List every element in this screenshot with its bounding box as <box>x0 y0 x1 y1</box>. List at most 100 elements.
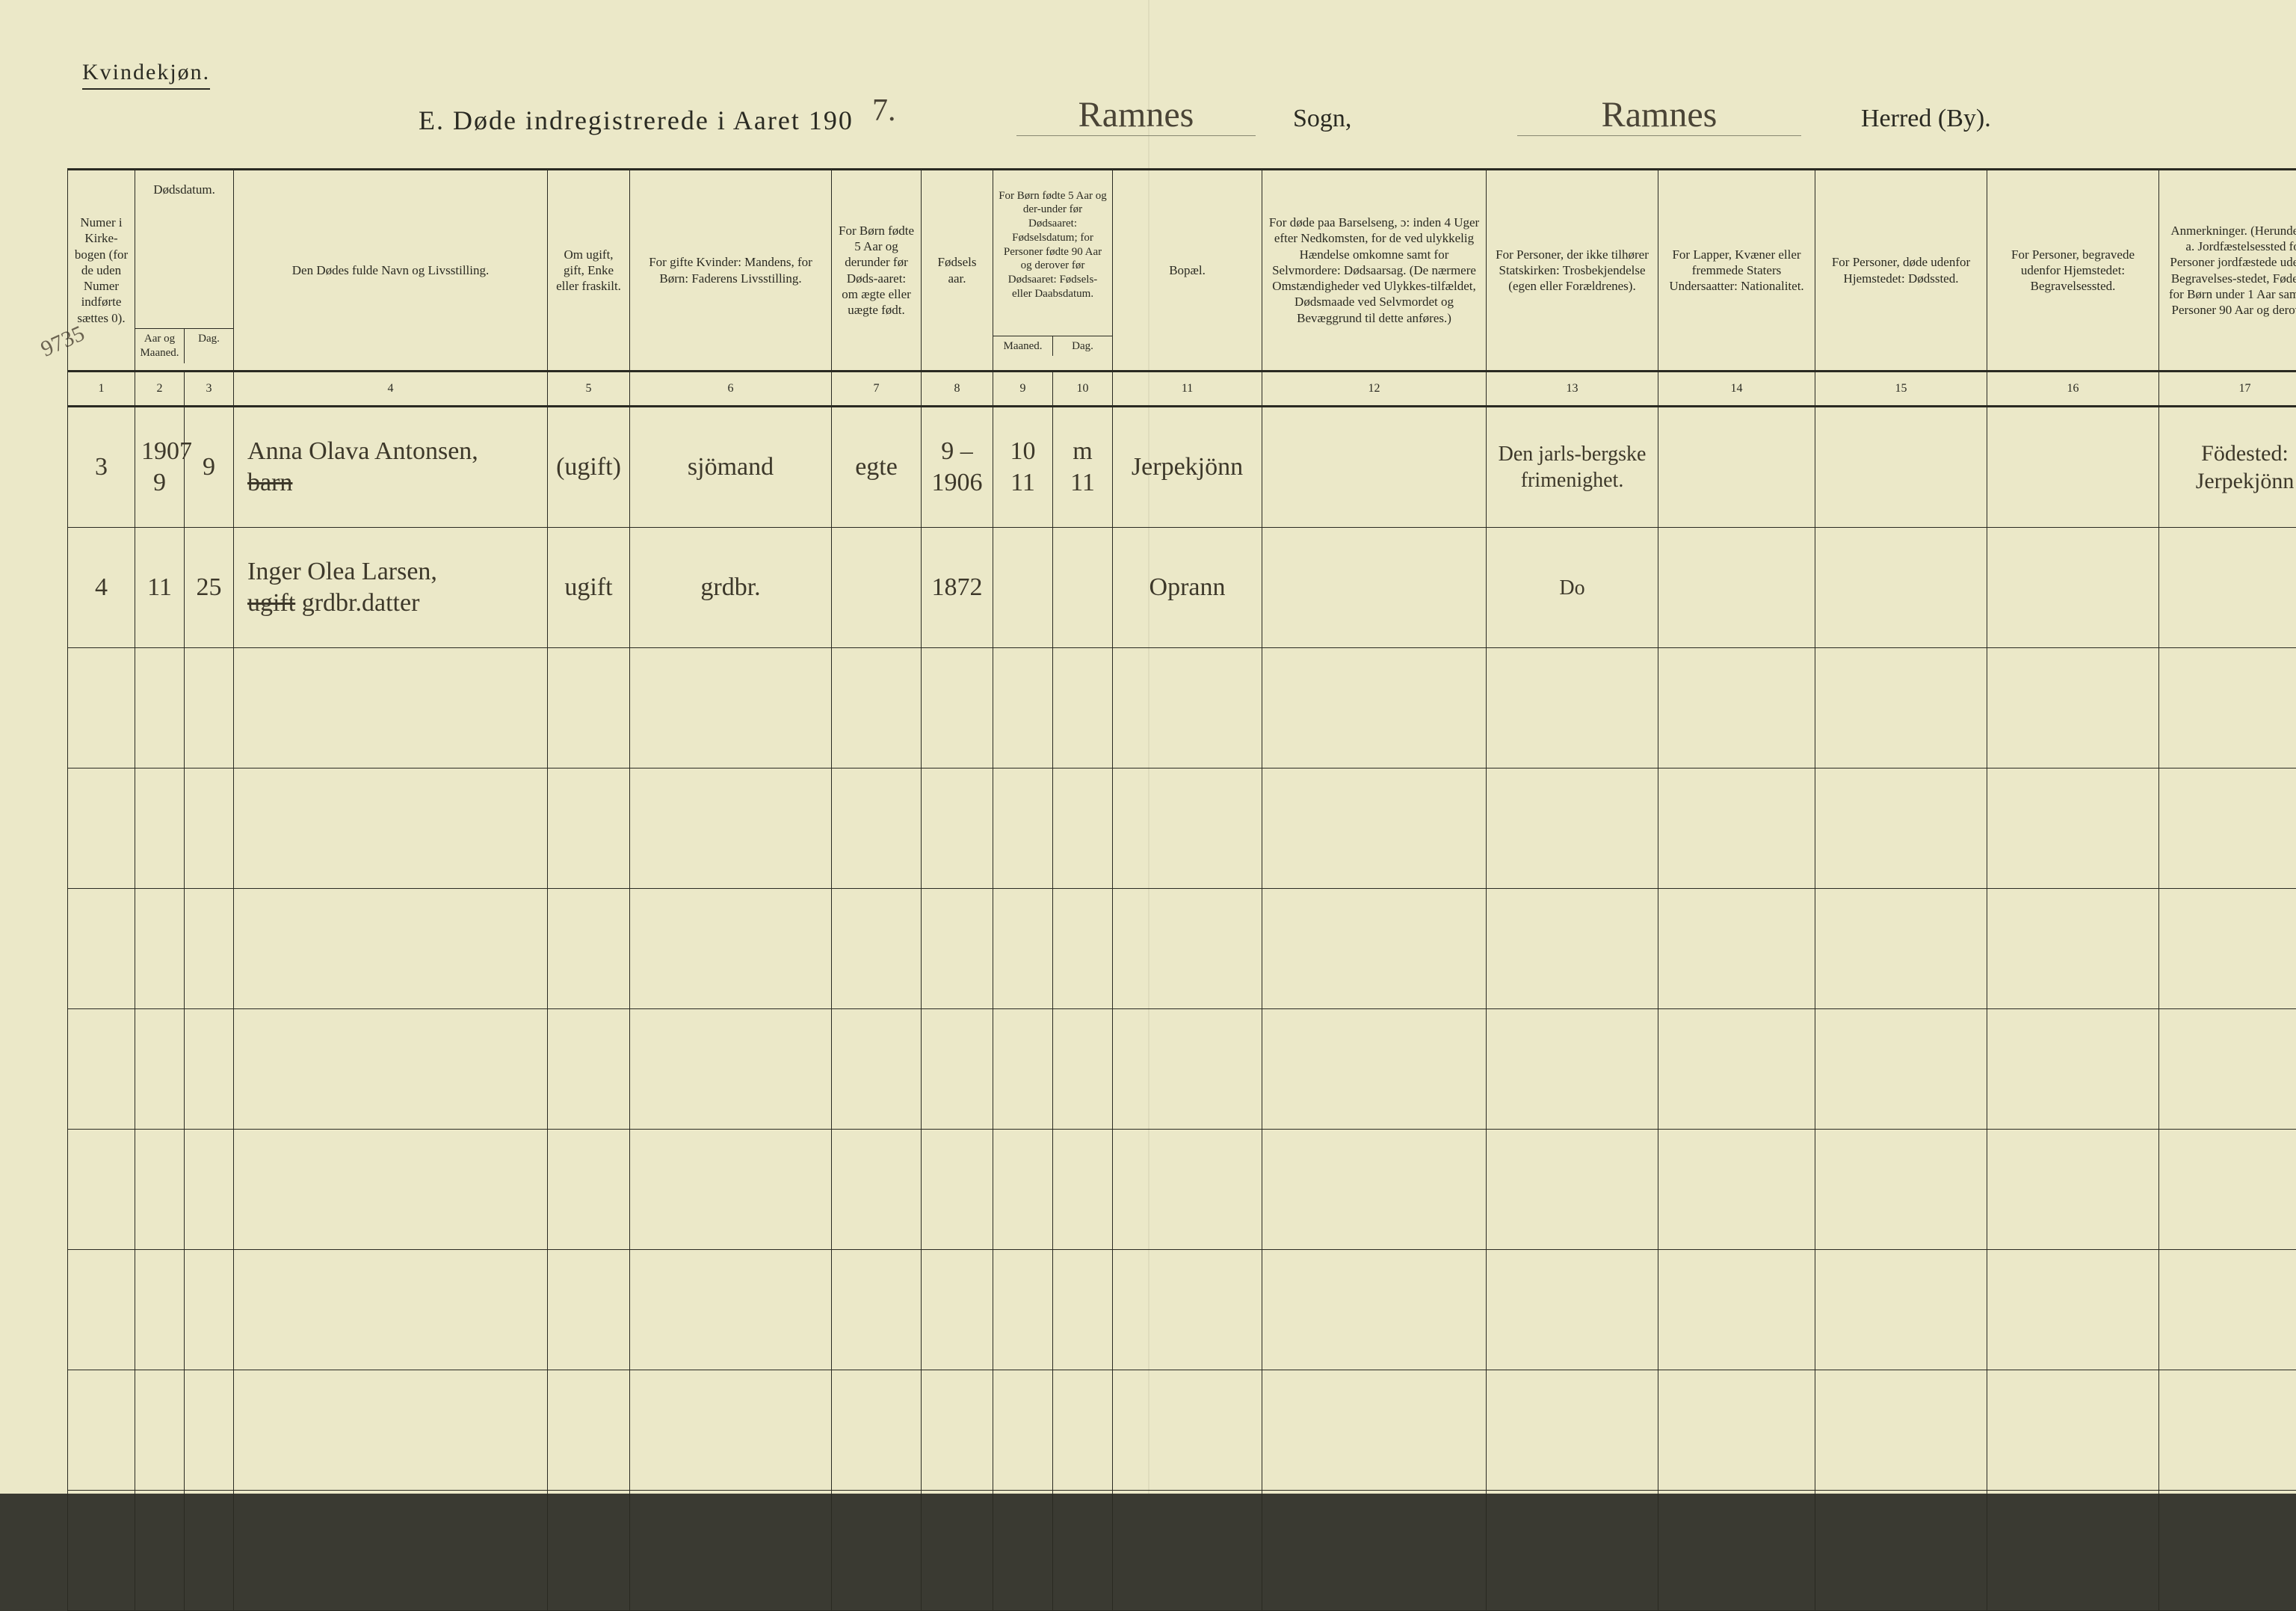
col-number-1: 1 <box>68 372 135 407</box>
empty-cell <box>1487 889 1658 1009</box>
empty-cell <box>832 768 922 889</box>
empty-cell <box>832 648 922 768</box>
empty-cell <box>922 1250 993 1370</box>
col-number-row: 1234567891011121314151617 <box>68 372 2296 407</box>
empty-cell <box>1987 768 2159 889</box>
col-number-6: 6 <box>630 372 832 407</box>
empty-cell <box>1987 889 2159 1009</box>
empty-cell <box>1113 1370 1262 1491</box>
empty-cell <box>1815 1130 1987 1250</box>
table-row <box>68 1130 2296 1250</box>
empty-cell <box>68 768 135 889</box>
empty-cell <box>135 889 185 1009</box>
empty-cell <box>832 1250 922 1370</box>
cell-marital: ugift <box>548 528 630 648</box>
empty-cell <box>922 1491 993 1611</box>
empty-cell <box>234 1491 548 1611</box>
cell-marital: (ugift) <box>548 407 630 528</box>
empty-cell <box>1262 648 1487 768</box>
empty-cell <box>922 648 993 768</box>
empty-cell <box>630 889 832 1009</box>
table-row <box>68 768 2296 889</box>
col-number-8: 8 <box>922 372 993 407</box>
title-prefix: E. Døde indregistrerede i Aaret 190 <box>419 105 854 136</box>
empty-cell <box>548 648 630 768</box>
empty-cell <box>832 1009 922 1130</box>
table-row <box>68 1250 2296 1370</box>
empty-cell <box>922 889 993 1009</box>
empty-cell <box>234 1130 548 1250</box>
empty-cell <box>234 1250 548 1370</box>
cell-father-occ: grdbr. <box>630 528 832 648</box>
col-number-10: 10 <box>1053 372 1113 407</box>
cell-year-month: 11 <box>135 528 185 648</box>
empty-cell <box>135 1370 185 1491</box>
empty-cell <box>1113 1130 1262 1250</box>
cell-name: Inger Olea Larsen,ugift grdbr.datter <box>234 528 548 648</box>
empty-cell <box>234 648 548 768</box>
cell-remarks <box>2159 528 2296 648</box>
empty-cell <box>1815 1009 1987 1130</box>
col-number-3: 3 <box>185 372 234 407</box>
empty-cell <box>1658 1491 1815 1611</box>
col-header-1: Numer i Kirke-bogen (for de uden Numer i… <box>68 170 135 372</box>
empty-cell <box>922 1370 993 1491</box>
col-header-9: Maaned. <box>993 336 1053 357</box>
empty-cell <box>548 889 630 1009</box>
cell-name: Anna Olava Antonsen,barn <box>234 407 548 528</box>
empty-cell <box>185 768 234 889</box>
col-header-2-3: Dødsdatum. Aar og Maaned. Dag. <box>135 170 234 372</box>
col-header-3: Dag. <box>185 329 233 363</box>
sogn-label: Sogn, <box>1293 105 1351 133</box>
col-number-12: 12 <box>1262 372 1487 407</box>
col-header-4: Den Dødes fulde Navn og Livsstilling. <box>234 170 548 372</box>
empty-cell <box>234 889 548 1009</box>
empty-cell <box>135 1130 185 1250</box>
empty-cell <box>993 1009 1053 1130</box>
empty-cell <box>1262 889 1487 1009</box>
empty-cell <box>1815 1250 1987 1370</box>
empty-cell <box>832 1370 922 1491</box>
empty-cell <box>548 1130 630 1250</box>
empty-cell <box>922 768 993 889</box>
empty-cell <box>1053 889 1113 1009</box>
empty-cell <box>1262 1130 1487 1250</box>
empty-cell <box>1113 889 1262 1009</box>
empty-cell <box>135 1491 185 1611</box>
cell-birth-month: 1011 <box>993 407 1053 528</box>
empty-cell <box>68 648 135 768</box>
empty-cell <box>68 1250 135 1370</box>
table-row: 41125Inger Olea Larsen,ugift grdbr.datte… <box>68 528 2296 648</box>
gender-heading: Kvindekjøn. <box>82 60 210 90</box>
empty-cell <box>1262 1009 1487 1130</box>
cell-birth-year: 9 –1906 <box>922 407 993 528</box>
empty-cell <box>135 1009 185 1130</box>
col-number-11: 11 <box>1113 372 1262 407</box>
empty-cell <box>1053 1009 1113 1130</box>
col-header-10: Dag. <box>1053 336 1112 357</box>
cell-legit <box>832 528 922 648</box>
empty-cell <box>832 1130 922 1250</box>
table-row <box>68 1370 2296 1491</box>
col-number-15: 15 <box>1815 372 1987 407</box>
table-row <box>68 648 2296 768</box>
col-header-9-10: For Børn fødte 5 Aar og der-under før Dø… <box>993 170 1113 372</box>
empty-cell <box>1487 1370 1658 1491</box>
empty-cell <box>2159 1009 2296 1130</box>
empty-cell <box>68 1370 135 1491</box>
empty-cell <box>630 768 832 889</box>
document-page: Kvindekjøn. E. Døde indregistrerede i Aa… <box>0 0 2296 1494</box>
empty-cell <box>630 1491 832 1611</box>
empty-cell <box>68 1130 135 1250</box>
empty-cell <box>1053 1370 1113 1491</box>
empty-cell <box>1113 648 1262 768</box>
empty-cell <box>1262 1491 1487 1611</box>
empty-cell <box>2159 889 2296 1009</box>
cell-deathplace <box>1815 528 1987 648</box>
empty-cell <box>185 1130 234 1250</box>
empty-cell <box>630 648 832 768</box>
empty-cell <box>2159 1250 2296 1370</box>
cell-cause <box>1262 407 1487 528</box>
cell-burialplace <box>1987 407 2159 528</box>
cell-legit: egte <box>832 407 922 528</box>
